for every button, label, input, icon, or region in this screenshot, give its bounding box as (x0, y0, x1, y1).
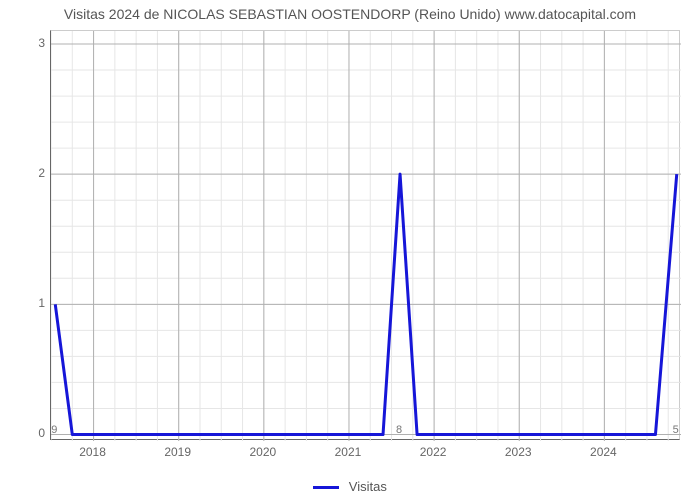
x-tick-label: 2020 (249, 445, 276, 459)
legend-text: Visitas (349, 479, 387, 494)
legend: Visitas (0, 479, 700, 494)
grid-major (51, 31, 681, 441)
y-tick-label: 0 (5, 426, 45, 440)
value-label: 9 (51, 424, 57, 436)
y-tick-label: 1 (5, 296, 45, 310)
grid-minor (51, 31, 681, 441)
y-tick-label: 2 (5, 166, 45, 180)
x-tick-label: 2018 (79, 445, 106, 459)
legend-swatch (313, 486, 339, 489)
chart-container: Visitas 2024 de NICOLAS SEBASTIAN OOSTEN… (0, 0, 700, 500)
x-tick-label: 2024 (590, 445, 617, 459)
plot-area (50, 30, 680, 440)
y-tick-label: 3 (5, 36, 45, 50)
chart-title: Visitas 2024 de NICOLAS SEBASTIAN OOSTEN… (0, 6, 700, 22)
x-tick-label: 2019 (164, 445, 191, 459)
x-tick-label: 2023 (505, 445, 532, 459)
x-tick-label: 2021 (335, 445, 362, 459)
value-label: 8 (396, 424, 402, 436)
plot-svg (51, 31, 681, 441)
value-label: 5 (673, 424, 679, 436)
x-tick-label: 2022 (420, 445, 447, 459)
